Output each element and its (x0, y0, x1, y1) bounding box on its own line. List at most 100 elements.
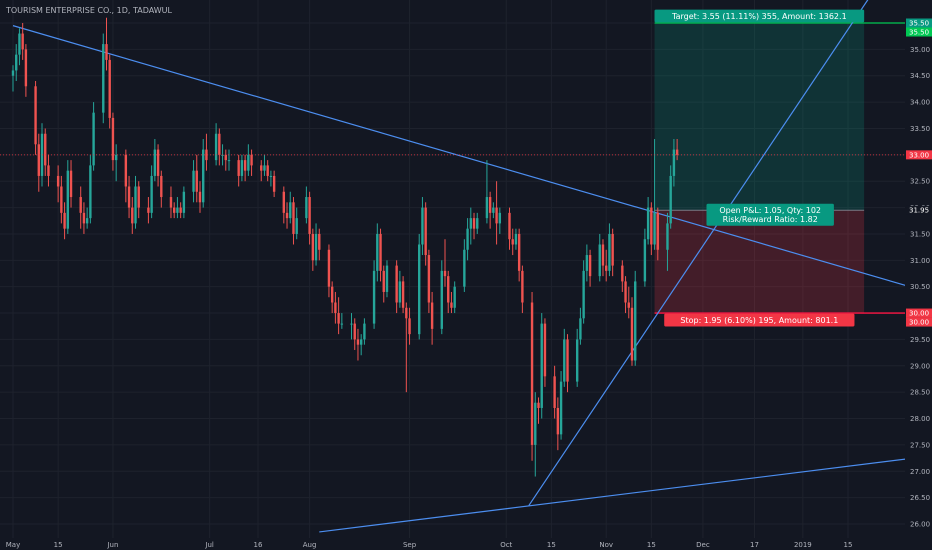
candle-body (621, 265, 624, 282)
candle-down (517, 228, 521, 282)
chart-overlays: Target: 3.55 (11.11%) 355, Amount: 1362.… (0, 9, 905, 327)
candle-body (85, 218, 89, 224)
time-tick-label: 16 (254, 541, 263, 549)
candle-down (105, 17, 108, 71)
candle-body (382, 270, 385, 292)
target-label[interactable]: Target: 3.55 (11.11%) 355, Amount: 1362.… (654, 9, 865, 23)
candle-down (621, 260, 624, 292)
candle-up (469, 207, 472, 245)
price-axis[interactable] (905, 0, 932, 538)
target-label-box (654, 9, 865, 23)
candle-down (356, 328, 360, 361)
trendlines[interactable] (12, 0, 932, 533)
candle-up (11, 65, 15, 92)
candle-body (11, 70, 15, 76)
candle-body (672, 149, 676, 176)
candle-down (401, 276, 405, 314)
long-position-tool[interactable] (654, 22, 905, 314)
candle-down (408, 307, 411, 345)
candle-down (430, 291, 434, 345)
candle-up (85, 207, 89, 229)
candle-body (421, 207, 424, 245)
candle-down (427, 249, 431, 314)
candle-body (359, 339, 363, 345)
candle-down (537, 397, 540, 424)
candle-down (56, 165, 60, 203)
candle-body (630, 307, 634, 361)
candle-up (582, 260, 585, 324)
candle-body (102, 44, 105, 113)
candle-body (405, 307, 408, 319)
candle-body (608, 233, 611, 271)
candle-up (598, 233, 601, 282)
price-tag-box (906, 308, 932, 318)
candle-up (240, 154, 244, 182)
candle-body (111, 117, 115, 161)
candle-body (282, 191, 286, 213)
candle-body (172, 207, 176, 213)
candle-body (334, 302, 337, 314)
candle-body (263, 165, 266, 171)
trendline[interactable] (12, 25, 920, 290)
candle-up (134, 175, 137, 229)
candle-body (289, 202, 292, 219)
candle-body (192, 170, 195, 192)
price-tag: 30.00 (906, 308, 932, 318)
candle-down (218, 128, 221, 166)
candle-body (601, 244, 605, 266)
candle-down (334, 291, 337, 324)
candle-down (260, 160, 263, 182)
candle-body (314, 233, 318, 261)
candle-body (108, 59, 111, 118)
loss-zone[interactable] (654, 210, 865, 314)
candle-body (89, 165, 92, 219)
candle-down (311, 228, 315, 271)
candle-up (153, 139, 157, 182)
candle-up (182, 186, 186, 219)
candle-body (327, 249, 331, 287)
candle-body (250, 154, 253, 166)
candle-down (656, 207, 659, 261)
candle-down (511, 228, 514, 256)
trendline[interactable] (319, 455, 932, 533)
candle-down (179, 202, 182, 219)
candle-down (601, 239, 605, 277)
price-tag-text: 31.95 (909, 207, 929, 215)
candle-down (353, 318, 356, 350)
candle-down (443, 239, 447, 287)
candle-body (37, 144, 40, 176)
candle-up (176, 197, 179, 219)
candle-body (401, 281, 405, 308)
stop-label[interactable]: Stop: 1.95 (6.10%) 195, Amount: 801.1 (664, 313, 855, 327)
candle-down (308, 191, 311, 245)
candle-body (169, 197, 173, 208)
candle-body (398, 281, 402, 303)
candle-body (214, 133, 218, 161)
candle-body (418, 244, 421, 335)
candle-body (114, 154, 118, 161)
candle-body (443, 270, 447, 277)
trendline[interactable] (528, 0, 877, 506)
candle-body (540, 323, 543, 408)
time-tick-label: 15 (647, 541, 656, 549)
candle-body (160, 175, 163, 198)
candle-up (15, 44, 18, 82)
profit-zone[interactable] (654, 23, 865, 211)
candle-body (453, 286, 456, 308)
candle-up (498, 207, 502, 234)
price-tag-text: 35.50 (909, 20, 929, 28)
candle-body (124, 154, 128, 187)
price-tick-label: 28.50 (910, 389, 930, 397)
candle-body (221, 154, 224, 156)
time-axis[interactable] (0, 538, 932, 550)
candle-down (327, 244, 331, 298)
candle-down (282, 186, 286, 224)
candle-body (508, 212, 511, 240)
candle-up (418, 233, 421, 340)
candle-down (379, 228, 382, 282)
price-tick-label: 28.00 (910, 415, 930, 423)
candle-up (350, 313, 353, 340)
